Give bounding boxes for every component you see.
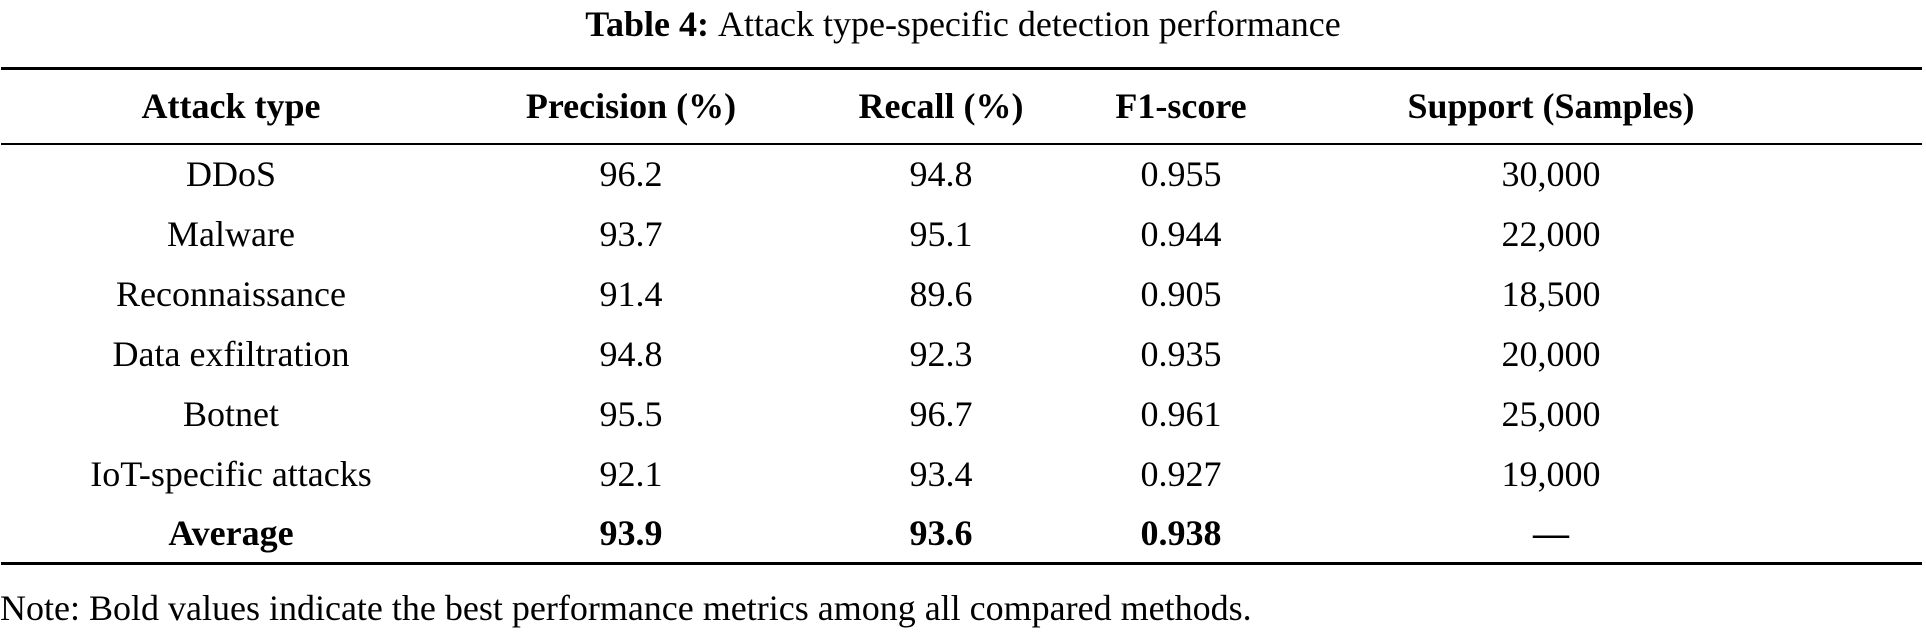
table-cell: Average: [168, 512, 294, 553]
table-cell: 0.905: [1140, 273, 1222, 314]
table-cell: IoT-specific attacks: [90, 453, 372, 494]
table-cell: 0.961: [1140, 393, 1222, 434]
table-caption: Table 4: Attack type-specific detection p…: [0, 1, 1926, 47]
table-cell: 95.5: [599, 393, 663, 434]
cell-filler: [1821, 204, 1922, 264]
table-caption-text: Attack type-specific detection performan…: [718, 4, 1341, 44]
table-cell: 18,500: [1501, 273, 1601, 314]
table-row: Data exfiltration 94.8 92.3 0.935 20,000: [1, 324, 1922, 384]
table-cell: Botnet: [183, 393, 279, 434]
table-cell: 93.7: [599, 213, 663, 254]
table-row: DDoS 96.2 94.8 0.955 30,000: [1, 144, 1922, 204]
table-row: Average 93.9 93.6 0.938 —: [1, 504, 1922, 564]
table-cell: 20,000: [1501, 333, 1601, 374]
table-cell: 30,000: [1501, 154, 1601, 194]
table-cell: 96.2: [599, 154, 663, 194]
table-cell: 0.935: [1140, 333, 1222, 374]
table-cell: Data exfiltration: [112, 333, 350, 374]
table-row: Malware 93.7 95.1 0.944 22,000: [1, 204, 1922, 264]
table-cell: 93.6: [909, 512, 973, 553]
table-cell: 96.7: [909, 393, 973, 434]
column-header: Support (Samples): [1407, 86, 1695, 127]
table-cell: 95.1: [909, 213, 973, 254]
column-header: Precision (%): [525, 86, 737, 127]
column-header: Recall (%): [858, 86, 1024, 127]
cell-filler: [1821, 324, 1922, 384]
table-cell: 0.938: [1140, 512, 1222, 553]
table-cell: —: [1533, 512, 1569, 553]
table-cell: 0.927: [1140, 453, 1222, 494]
table-body: DDoS 96.2 94.8 0.955 30,000 Malware 93.7 95.1 0.…: [1, 144, 1922, 564]
cell-filler: [1821, 144, 1922, 204]
cell-filler: [1821, 384, 1922, 444]
cell-filler: [1821, 504, 1922, 564]
table-cell: 89.6: [909, 273, 973, 314]
table-cell: 0.944: [1140, 213, 1222, 254]
cell-filler: [1821, 444, 1922, 504]
table-cell: 94.8: [599, 333, 663, 374]
detection-performance-table: Attack type Precision (%) Recall (%) F1-sco…: [1, 67, 1922, 565]
column-header: Attack type: [141, 86, 321, 127]
table-cell: DDoS: [185, 154, 277, 194]
table-row: Reconnaissance 91.4 89.6 0.905 18,500: [1, 264, 1922, 324]
table-cell: 92.1: [599, 453, 663, 494]
table-caption-label: Table 4:: [585, 4, 709, 44]
table-cell: Malware: [167, 213, 295, 254]
header-row: Attack type Precision (%) Recall (%) F1-sco…: [1, 69, 1922, 144]
table-cell: 91.4: [599, 273, 663, 314]
table-cell: 93.9: [599, 512, 663, 553]
table-note: Note: Bold values indicate the best perf…: [0, 588, 1252, 628]
column-header: F1-score: [1115, 86, 1247, 127]
table-cell: 94.8: [909, 154, 973, 194]
table-cell: 93.4: [909, 453, 973, 494]
header-filler: [1821, 69, 1922, 144]
cell-filler: [1821, 264, 1922, 324]
table-cell: 92.3: [909, 333, 973, 374]
table-cell: 19,000: [1501, 453, 1601, 494]
table-cell: 22,000: [1501, 213, 1601, 254]
table-cell: Reconnaissance: [116, 273, 346, 314]
table-row: Botnet 95.5 96.7 0.961 25,000: [1, 384, 1922, 444]
table-cell: 0.955: [1140, 154, 1222, 194]
table-cell: 25,000: [1501, 393, 1601, 434]
table-row: IoT-specific attacks 92.1 93.4 0.927 19,000: [1, 444, 1922, 504]
